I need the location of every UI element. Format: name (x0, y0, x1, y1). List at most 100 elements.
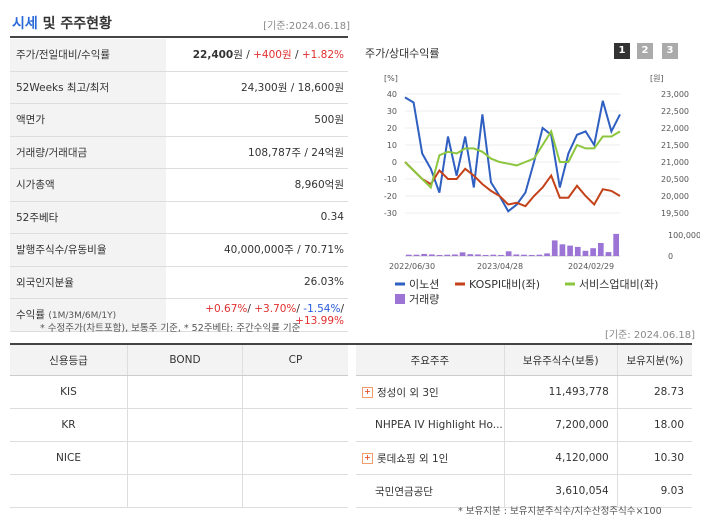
volume-bar (429, 254, 435, 256)
price-row: 주가/전일대비/수익률 22,400원 / +400원 / +1.82% (10, 39, 348, 72)
credit-header-bond: BOND (127, 345, 243, 376)
x-tick-label: 2024/02/29 (568, 262, 614, 271)
credit-row: KIS (10, 375, 348, 409)
right-tick-label: 21,000 (661, 158, 689, 167)
price-row: 52Weeks 최고/최저 24,300원 / 18,600원 (10, 71, 348, 104)
left-tick-label: -10 (384, 175, 397, 184)
price-row: 거래량/거래대금 108,787주 / 24억원 (10, 136, 348, 169)
volume-bar (528, 254, 535, 256)
page-title: 시세 및 주주현황 (12, 16, 112, 32)
volume-bar (505, 251, 512, 256)
price-row: 액면가 500원 (10, 103, 348, 137)
right-axis-unit: [원] (650, 74, 664, 83)
price-row-value: 500원 (166, 103, 348, 137)
right-tick-label: 20,500 (661, 175, 689, 184)
credit-header-cp: CP (242, 345, 348, 376)
left-tick-label: 10 (387, 141, 397, 150)
holder-pct: 9.03 (616, 474, 692, 508)
price-row-value: 108,787주 / 24억원 (166, 136, 348, 169)
legend-label: KOSPI대비(좌) (469, 278, 540, 291)
price-row-label: 주가/전일대비/수익률 (10, 39, 166, 72)
price-row-value: 26.03% (166, 266, 348, 299)
expand-icon[interactable]: + (362, 387, 373, 398)
credit-bond (127, 375, 243, 409)
returns-value: +0.67%/ +3.70%/ -1.54%/ +13.99% (166, 298, 348, 332)
holder-name[interactable]: + 정성이 외 3인 (356, 375, 505, 409)
right-tick-label: 22,500 (661, 107, 689, 116)
x-tick-label: 2022/06/30 (389, 262, 435, 271)
right-tick-label: 20,000 (661, 192, 689, 201)
credit-bond (127, 408, 243, 442)
volume-bar (551, 240, 558, 256)
holder-shares: 11,493,778 (503, 375, 618, 409)
holder-row: NHPEA IV Highlight Ho... 7,200,000 18.00 (356, 408, 692, 442)
holder-row: + 정성이 외 3인 11,493,778 28.73 (356, 375, 692, 409)
period-button-3[interactable]: 3 (662, 43, 678, 59)
holder-name[interactable]: + 롯데쇼핑 외 1인 (356, 441, 505, 475)
credit-agency (10, 474, 128, 508)
legend-label: 이노션 (409, 278, 439, 291)
volume-bar (567, 245, 573, 256)
price-row-value: 8,960억원 (166, 168, 348, 202)
price-table: 주가/전일대비/수익률 22,400원 / +400원 / +1.82% 52Wee… (10, 39, 348, 332)
volume-tick-label: 0 (668, 252, 673, 261)
expand-icon[interactable]: + (362, 453, 373, 464)
left-tick-label: -30 (384, 209, 397, 218)
base-date-bottom: [기준: 2024.06.18] (605, 330, 696, 341)
credit-row: NICE (10, 441, 348, 475)
credit-agency: NICE (10, 441, 128, 475)
period-button-2[interactable]: 2 (637, 43, 653, 59)
right-tick-label: 21,500 (661, 141, 689, 150)
credit-cp (242, 474, 348, 508)
credit-cp (242, 408, 348, 442)
price-row-value: 0.34 (166, 201, 348, 234)
credit-agency: KIS (10, 375, 128, 409)
holder-shares: 3,610,054 (503, 474, 618, 508)
price-row-value: 22,400원 / +400원 / +1.82% (166, 39, 348, 72)
returns-label: 수익률 (1M/3M/6M/1Y) (10, 298, 166, 332)
bottom-rule (10, 343, 692, 345)
price-chart: [%] [원] 40 30 20 10 0 -10 -20 -30 23,000 22,500 22,0… (384, 74, 700, 306)
holder-shares: 4,120,000 (503, 441, 618, 475)
credit-agency: KR (10, 408, 128, 442)
volume-bar (490, 254, 497, 256)
volume-tick-label: 100,000 (668, 231, 700, 240)
price-row-value: 24,300원 / 18,600원 (166, 71, 348, 104)
volume-bar (406, 254, 412, 256)
price-row: 외국인지분율 26.03% (10, 266, 348, 299)
volume-bar (590, 248, 596, 256)
price-row-label: 52Weeks 최고/최저 (10, 71, 166, 104)
returns-row: 수익률 (1M/3M/6M/1Y) +0.67%/ +3.70%/ -1.54%/… (10, 298, 348, 332)
holder-shares: 7,200,000 (503, 408, 618, 442)
holder-pct: 18.00 (616, 408, 692, 442)
base-date-top: [기준:2024.06.18] (263, 21, 350, 32)
period-button-1[interactable]: 1 (614, 43, 630, 59)
left-tick-label: 20 (387, 124, 397, 133)
volume-bar (536, 254, 543, 256)
volume-bar (513, 254, 520, 256)
volume-bar (521, 254, 527, 256)
volume-bar (467, 254, 474, 256)
credit-bond (127, 474, 243, 508)
volume-bar (498, 254, 504, 256)
holder-header-pct: 보유지분(%) (616, 345, 692, 376)
credit-row: KR (10, 408, 348, 442)
header-rule (10, 36, 348, 38)
holder-pct: 10.30 (616, 441, 692, 475)
left-tick-label: 30 (387, 107, 397, 116)
right-tick-label: 19,500 (661, 209, 689, 218)
price-row-value: 40,000,000주 / 70.71% (166, 233, 348, 267)
left-axis-unit: [%] (384, 74, 398, 83)
credit-table: 신용등급 BOND CP KIS KR NICE (10, 345, 348, 508)
series-line-0 (404, 96, 621, 213)
credit-cp (242, 375, 348, 409)
volume-bar (597, 243, 604, 256)
volume-bar (582, 250, 589, 256)
volume-bar (421, 253, 428, 256)
right-tick-label: 23,000 (661, 90, 689, 99)
holder-note: * 보유지분 : 보유지분주식수/지수산정주식수×100 (458, 506, 662, 517)
price-row-label: 외국인지분율 (10, 266, 166, 299)
left-tick-label: 0 (392, 158, 397, 167)
credit-bond (127, 441, 243, 475)
legend-label: 서비스업대비(좌) (579, 278, 658, 291)
